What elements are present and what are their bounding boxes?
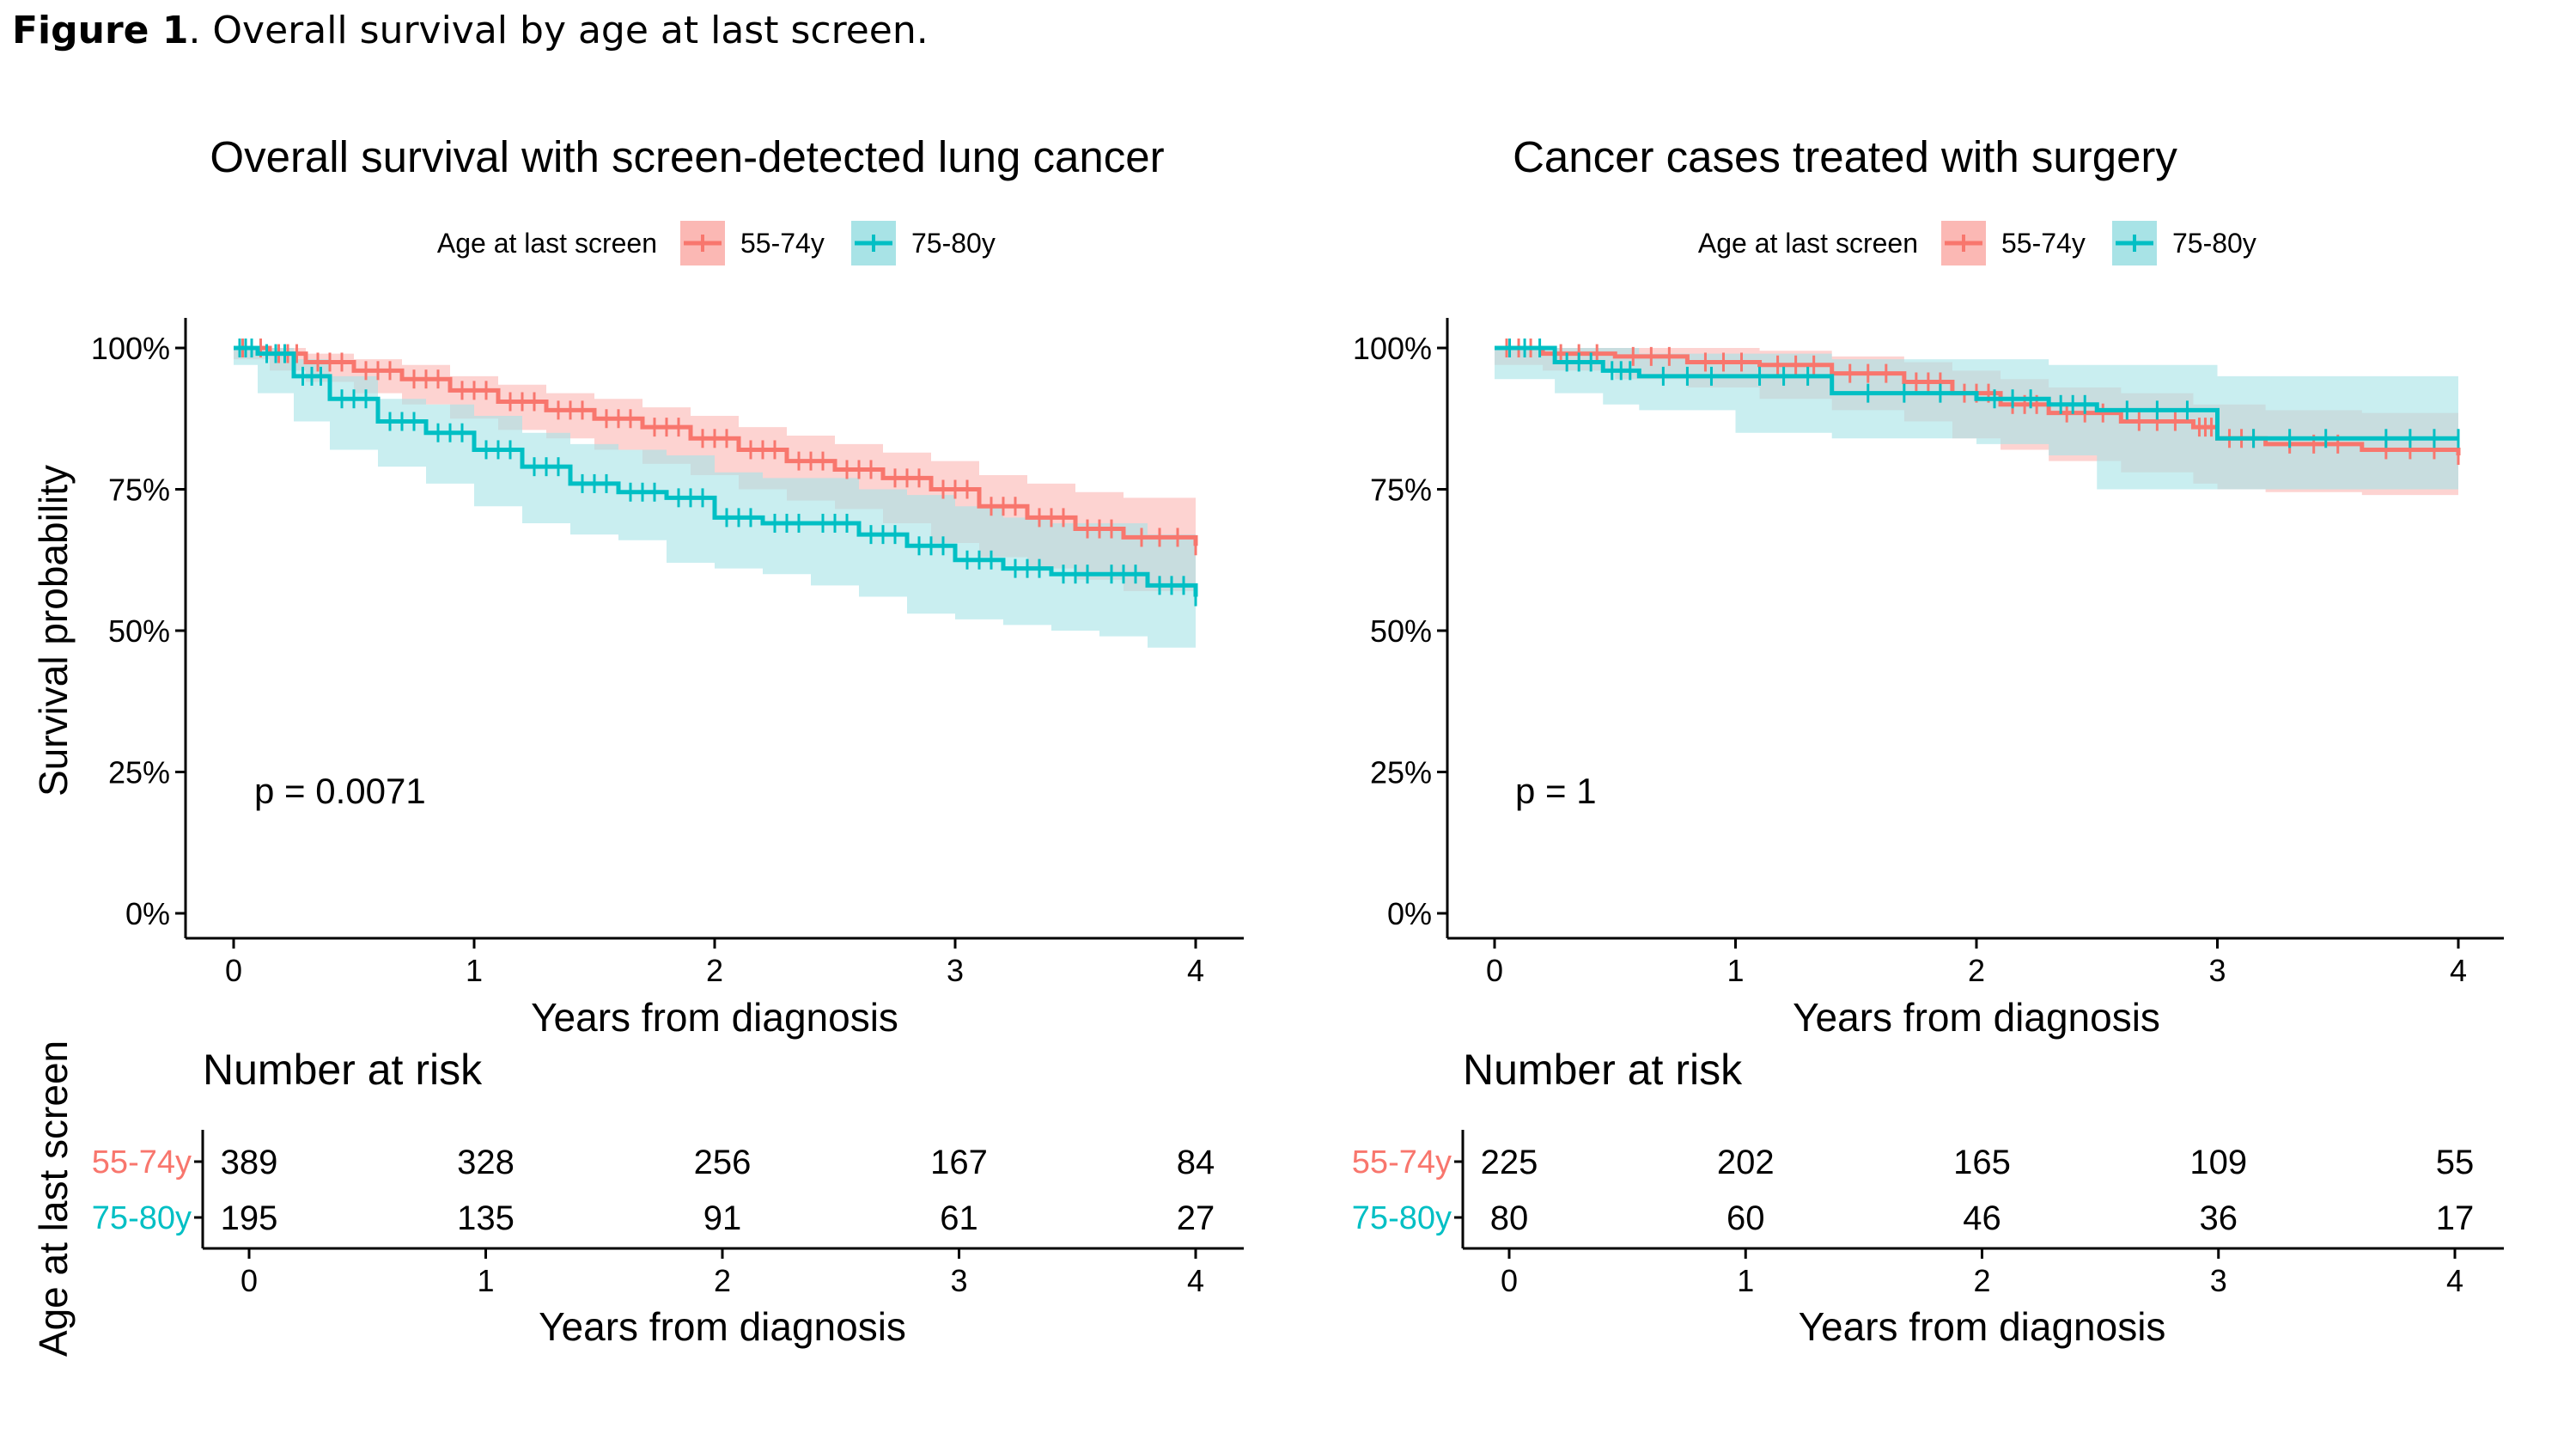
risk-row-label-55-74y: 55-74y — [1352, 1144, 1452, 1181]
risk-count: 256 — [694, 1144, 752, 1181]
risk-x-tick-label: 4 — [1187, 1263, 1204, 1298]
x-tick-label: 1 — [466, 953, 483, 988]
legend-title: Age at last screen — [437, 228, 657, 259]
risk-count: 61 — [940, 1199, 978, 1237]
y-tick-label: 0% — [1387, 896, 1432, 931]
survival-curve-75-80y — [234, 345, 1198, 597]
risk-count: 27 — [1177, 1199, 1215, 1237]
risk-x-axis-label: Years from diagnosis — [1799, 1304, 2166, 1349]
risk-count: 46 — [1963, 1199, 2001, 1237]
y-tick-label: 75% — [1370, 473, 1432, 508]
figure-caption: Figure 1. Overall survival by age at las… — [12, 9, 929, 52]
x-tick-label: 0 — [225, 953, 242, 988]
confidence-band-75-80y — [1495, 348, 2458, 490]
risk-x-tick-label: 1 — [1737, 1263, 1754, 1298]
risk-table-title: Number at risk — [1463, 1046, 1743, 1094]
x-tick-label: 4 — [2450, 953, 2467, 988]
chart-title: Overall survival with screen-detected lu… — [210, 132, 1164, 181]
risk-x-tick-label: 2 — [1973, 1263, 1990, 1298]
y-axis-label: Survival probability — [31, 465, 76, 796]
x-tick-label: 3 — [947, 953, 964, 988]
risk-count: 328 — [457, 1144, 515, 1181]
risk-x-tick-label: 4 — [2446, 1263, 2463, 1298]
legend-label-75-80y: 75-80y — [2172, 228, 2256, 259]
risk-count: 202 — [1717, 1144, 1775, 1181]
chart-title: Cancer cases treated with surgery — [1513, 132, 2177, 181]
risk-x-tick-label: 1 — [477, 1263, 494, 1298]
x-tick-label: 1 — [1726, 953, 1744, 988]
p-value: p = 0.0071 — [254, 771, 426, 811]
y-tick-label: 50% — [1370, 613, 1432, 649]
x-tick-label: 0 — [1486, 953, 1503, 988]
p-value: p = 1 — [1515, 771, 1597, 811]
figure-label: Figure 1 — [12, 9, 189, 52]
risk-count: 109 — [2189, 1144, 2247, 1181]
risk-count: 36 — [2200, 1199, 2238, 1237]
legend-label-55-74y: 55-74y — [2001, 228, 2086, 259]
risk-count: 55 — [2436, 1144, 2475, 1181]
legend-label-55-74y: 55-74y — [740, 228, 825, 259]
risk-table-ylabel: Age at last screen — [31, 1040, 76, 1357]
y-tick-label: 100% — [91, 331, 170, 366]
figure-caption-text: . Overall survival by age at last screen… — [188, 9, 929, 52]
y-tick-label: 25% — [1370, 755, 1432, 790]
chart-panel-1: Overall survival with screen-detected lu… — [31, 132, 1244, 1349]
risk-row-label-75-80y: 75-80y — [1352, 1200, 1452, 1236]
y-tick-label: 50% — [108, 613, 170, 649]
risk-count: 135 — [457, 1199, 515, 1237]
x-tick-label: 3 — [2208, 953, 2226, 988]
x-axis-label: Years from diagnosis — [531, 995, 898, 1040]
risk-count: 80 — [1490, 1199, 1529, 1237]
x-tick-label: 2 — [1968, 953, 1985, 988]
risk-count: 17 — [2436, 1199, 2475, 1237]
risk-table-title: Number at risk — [203, 1046, 483, 1094]
risk-count: 60 — [1726, 1199, 1765, 1237]
risk-row-label-55-74y: 55-74y — [92, 1144, 192, 1181]
risk-x-tick-label: 3 — [2210, 1263, 2227, 1298]
survival-curve-55-74y — [234, 345, 1198, 546]
risk-count: 225 — [1481, 1144, 1538, 1181]
risk-count: 91 — [703, 1199, 742, 1237]
risk-count: 389 — [221, 1144, 278, 1181]
x-tick-label: 2 — [706, 953, 723, 988]
risk-count: 195 — [221, 1199, 278, 1237]
y-tick-label: 100% — [1353, 331, 1432, 366]
risk-x-tick-label: 0 — [241, 1263, 258, 1298]
legend-title: Age at last screen — [1698, 228, 1918, 259]
risk-x-tick-label: 0 — [1501, 1263, 1518, 1298]
risk-x-tick-label: 3 — [950, 1263, 967, 1298]
legend-label-75-80y: 75-80y — [911, 228, 996, 259]
risk-count: 84 — [1177, 1144, 1215, 1181]
y-tick-label: 75% — [108, 473, 170, 508]
x-axis-label: Years from diagnosis — [1793, 995, 2160, 1040]
risk-row-label-75-80y: 75-80y — [92, 1200, 192, 1236]
chart-panel-2: Cancer cases treated with surgery Age at … — [1352, 132, 2504, 1349]
risk-count: 167 — [930, 1144, 988, 1181]
x-tick-label: 4 — [1187, 953, 1204, 988]
y-tick-label: 25% — [108, 755, 170, 790]
y-tick-label: 0% — [125, 896, 170, 931]
risk-x-tick-label: 2 — [714, 1263, 731, 1298]
risk-x-axis-label: Years from diagnosis — [539, 1304, 906, 1349]
risk-count: 165 — [1953, 1144, 2011, 1181]
